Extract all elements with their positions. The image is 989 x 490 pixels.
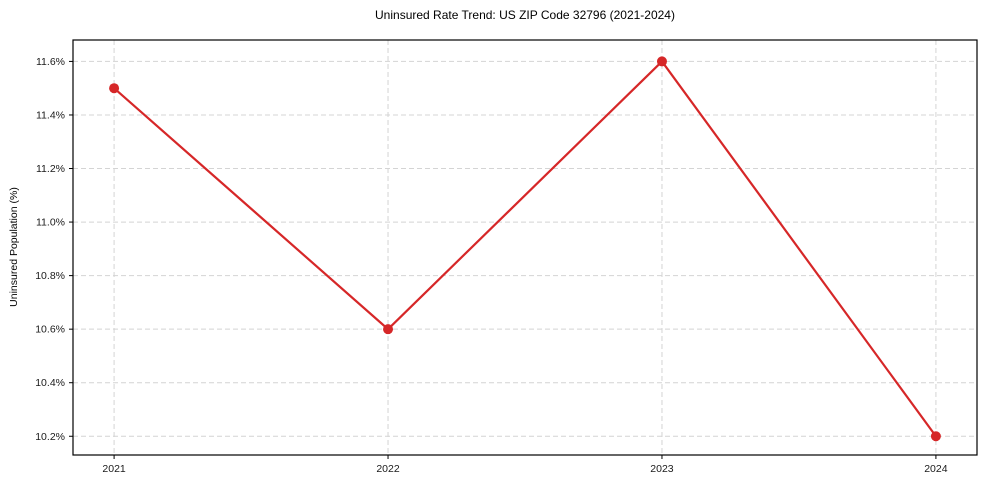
x-tick-label: 2021 bbox=[102, 463, 126, 475]
y-tick-label: 11.4% bbox=[36, 109, 65, 121]
data-point-marker bbox=[930, 431, 941, 442]
chart-title: Uninsured Rate Trend: US ZIP Code 32796 … bbox=[375, 8, 675, 22]
y-tick-label: 10.6% bbox=[35, 324, 65, 336]
y-tick-label: 11.6% bbox=[36, 56, 65, 68]
trend-line bbox=[112, 60, 938, 438]
y-tick-label: 10.4% bbox=[35, 377, 65, 389]
data-point-marker bbox=[383, 324, 394, 335]
data-point-marker bbox=[656, 56, 667, 67]
y-tick-label: 10.8% bbox=[35, 270, 65, 282]
x-tick-label: 2022 bbox=[376, 463, 400, 475]
plot-border bbox=[72, 39, 978, 456]
y-tick-label: 11.0% bbox=[36, 217, 65, 229]
y-tick-label: 10.2% bbox=[35, 431, 65, 443]
y-tick-label: 11.2% bbox=[36, 163, 65, 175]
x-tick-label: 2023 bbox=[650, 463, 674, 475]
x-tick-label: 2024 bbox=[924, 463, 948, 475]
data-point-marker bbox=[109, 83, 120, 94]
